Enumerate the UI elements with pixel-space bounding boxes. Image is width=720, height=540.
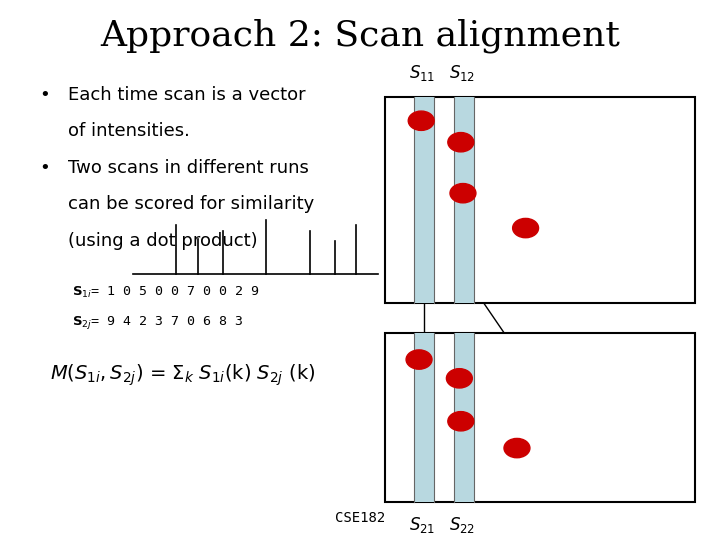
Text: $S_{22}$: $S_{22}$	[449, 515, 474, 535]
Circle shape	[504, 438, 530, 458]
Text: $\bf{S}$$_{1i}$= 1 0 5 0 0 7 0 0 2 9: $\bf{S}$$_{1i}$= 1 0 5 0 0 7 0 0 2 9	[72, 285, 259, 300]
Text: •: •	[40, 159, 50, 177]
Circle shape	[446, 369, 472, 388]
Circle shape	[408, 111, 434, 130]
Text: (using a dot product): (using a dot product)	[68, 232, 258, 250]
Text: Two scans in different runs: Two scans in different runs	[68, 159, 310, 177]
Circle shape	[450, 184, 476, 203]
Text: $S_{11}$: $S_{11}$	[409, 63, 436, 83]
Circle shape	[406, 350, 432, 369]
Text: $S_{21}$: $S_{21}$	[409, 515, 436, 535]
Circle shape	[448, 132, 474, 152]
Text: $S_{12}$: $S_{12}$	[449, 63, 474, 83]
Text: can be scored for similarity: can be scored for similarity	[68, 195, 315, 213]
Bar	[414, 97, 434, 303]
Bar	[454, 333, 474, 502]
Text: $\bf{S}$$_{2j}$= 9 4 2 3 7 0 6 8 3: $\bf{S}$$_{2j}$= 9 4 2 3 7 0 6 8 3	[72, 314, 243, 331]
Circle shape	[448, 411, 474, 431]
Text: of intensities.: of intensities.	[68, 123, 190, 140]
Bar	[385, 333, 695, 502]
Bar	[385, 97, 695, 303]
Bar	[414, 333, 434, 502]
Bar	[454, 97, 474, 303]
Text: CSE182: CSE182	[335, 511, 385, 525]
Text: Each time scan is a vector: Each time scan is a vector	[68, 86, 306, 104]
Circle shape	[513, 218, 539, 238]
Text: •: •	[40, 86, 50, 104]
Text: Approach 2: Scan alignment: Approach 2: Scan alignment	[100, 19, 620, 53]
Text: $M(S_{1i},S_{2j})$ = $\Sigma_k$ $S_{1i}$(k) $S_{2j}$ (k): $M(S_{1i},S_{2j})$ = $\Sigma_k$ $S_{1i}$…	[50, 362, 316, 388]
